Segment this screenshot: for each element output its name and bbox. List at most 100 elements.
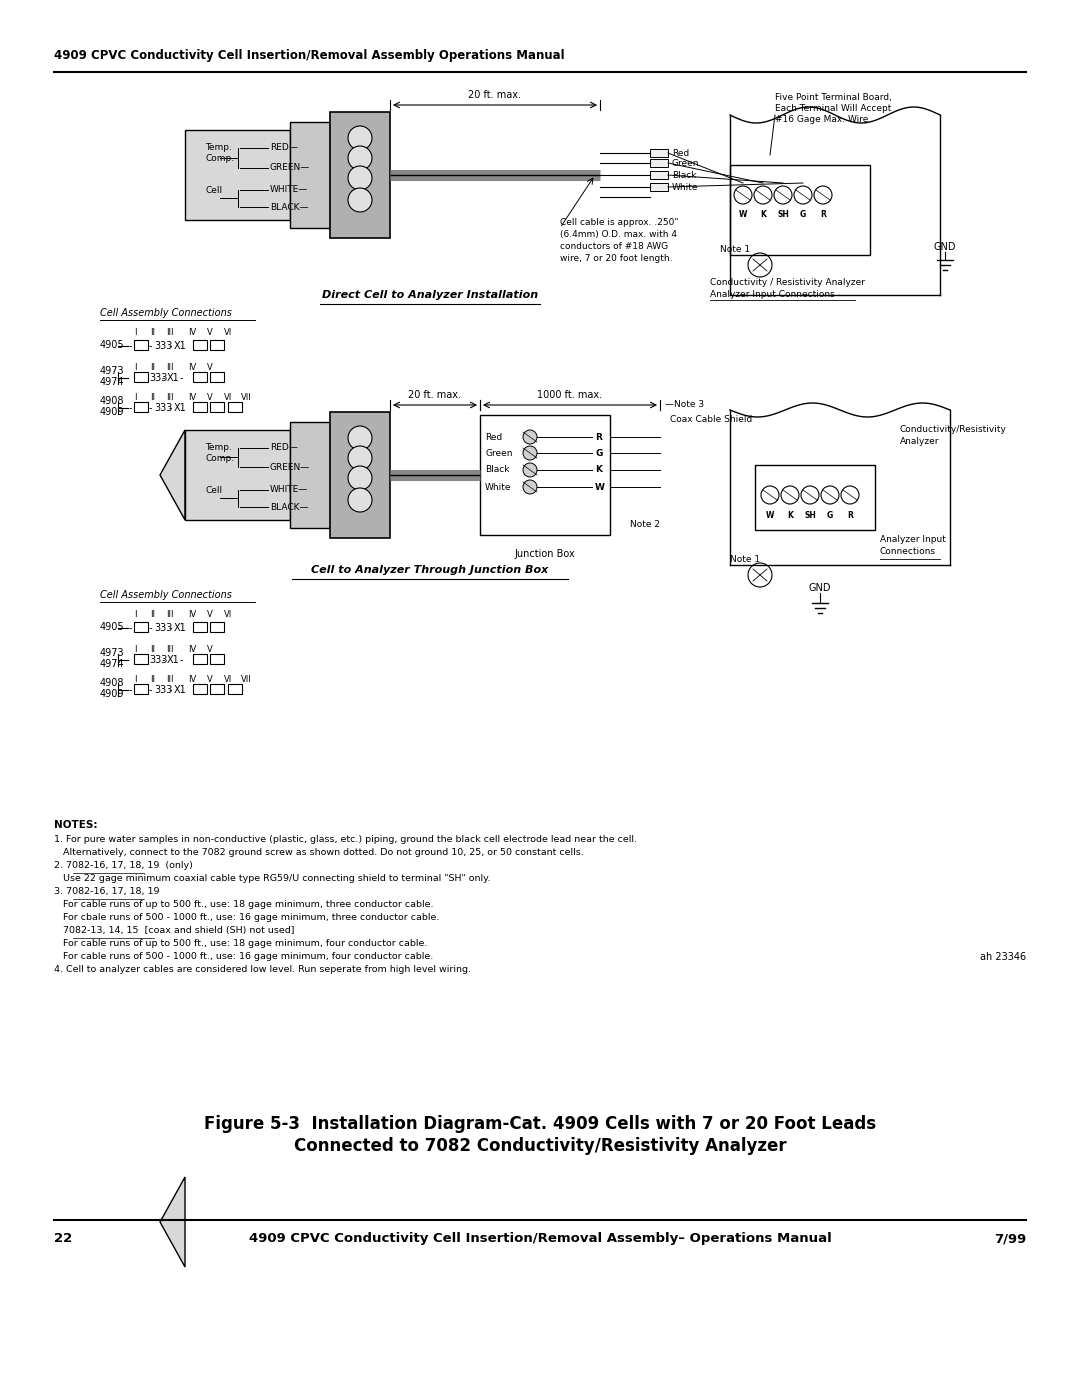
Bar: [193, 685, 207, 694]
Text: 4909: 4909: [100, 407, 124, 416]
Text: GND: GND: [934, 242, 956, 251]
Text: III: III: [166, 363, 174, 372]
Text: 4973: 4973: [100, 648, 124, 658]
Text: -: -: [149, 341, 152, 351]
Circle shape: [348, 166, 372, 190]
Text: R: R: [595, 433, 602, 441]
Bar: [134, 402, 148, 412]
Text: Cell: Cell: [205, 486, 222, 495]
Text: Cell to Analyzer Through Junction Box: Cell to Analyzer Through Junction Box: [311, 564, 549, 576]
Text: Connected to 7082 Conductivity/Resistivity Analyzer: Connected to 7082 Conductivity/Resistivi…: [294, 1137, 786, 1155]
Text: 4908: 4908: [100, 395, 124, 407]
Text: Analyzer Input Connections: Analyzer Input Connections: [710, 291, 835, 299]
Text: VII: VII: [241, 393, 252, 402]
Text: Analyzer: Analyzer: [900, 437, 940, 446]
Text: III: III: [166, 393, 174, 402]
Circle shape: [348, 488, 372, 511]
Text: III: III: [166, 328, 174, 337]
Text: VI: VI: [224, 328, 232, 337]
Text: 333: 333: [154, 685, 173, 694]
Bar: [193, 402, 207, 412]
Circle shape: [348, 426, 372, 450]
Text: Alternatively, connect to the 7082 ground screw as shown dotted. Do not ground 1: Alternatively, connect to the 7082 groun…: [54, 848, 584, 856]
Text: III: III: [166, 610, 174, 619]
Text: II: II: [150, 610, 156, 619]
Text: IV: IV: [188, 610, 197, 619]
Text: Cell Assembly Connections: Cell Assembly Connections: [100, 307, 232, 319]
Text: VI: VI: [224, 393, 232, 402]
Text: 22: 22: [54, 1232, 72, 1245]
Text: -: -: [168, 402, 173, 414]
Bar: [228, 685, 242, 694]
Text: 4974: 4974: [100, 659, 124, 669]
Text: W: W: [595, 482, 605, 492]
Text: W: W: [766, 511, 774, 520]
Bar: [134, 654, 148, 664]
Bar: [210, 402, 224, 412]
Text: VI: VI: [224, 610, 232, 619]
Text: IV: IV: [188, 645, 197, 654]
Text: Temp.: Temp.: [205, 142, 232, 152]
Bar: [134, 339, 148, 351]
Bar: [650, 183, 669, 191]
Text: White: White: [485, 482, 512, 492]
Text: K: K: [760, 210, 766, 219]
Text: —Note 3: —Note 3: [665, 400, 704, 409]
Text: 333: 333: [154, 341, 173, 351]
Text: II: II: [150, 393, 156, 402]
Text: GREEN—: GREEN—: [270, 462, 310, 472]
Circle shape: [523, 446, 537, 460]
Text: K: K: [595, 465, 602, 475]
Text: K: K: [787, 511, 793, 520]
Bar: [755, 465, 875, 529]
Bar: [291, 422, 330, 528]
Text: Note 1: Note 1: [720, 244, 751, 254]
Text: 2. 7082-16, 17, 18, 19  (only): 2. 7082-16, 17, 18, 19 (only): [54, 861, 193, 870]
Text: X1: X1: [174, 402, 187, 414]
Text: BLACK—: BLACK—: [270, 503, 309, 511]
Circle shape: [523, 462, 537, 476]
Text: V: V: [207, 328, 213, 337]
Text: I: I: [134, 610, 136, 619]
Text: WHITE—: WHITE—: [270, 186, 308, 194]
Text: Coax Cable Shield: Coax Cable Shield: [670, 415, 753, 425]
Text: Junction Box: Junction Box: [515, 549, 576, 559]
Text: 333: 333: [149, 655, 167, 665]
Bar: [193, 339, 207, 351]
Text: 4905: 4905: [100, 622, 124, 631]
Text: GND: GND: [809, 583, 832, 592]
Text: Direct Cell to Analyzer Installation: Direct Cell to Analyzer Installation: [322, 291, 538, 300]
Text: 4909 CPVC Conductivity Cell Insertion/Removal Assembly– Operations Manual: 4909 CPVC Conductivity Cell Insertion/Re…: [248, 1232, 832, 1245]
Text: -: -: [168, 341, 173, 351]
Bar: [210, 654, 224, 664]
Text: 333: 333: [154, 623, 173, 633]
Text: I: I: [134, 363, 136, 372]
Text: -: -: [168, 685, 173, 694]
Text: 333: 333: [154, 402, 173, 414]
Text: 4973: 4973: [100, 366, 124, 376]
Bar: [193, 622, 207, 631]
Circle shape: [523, 430, 537, 444]
Circle shape: [348, 189, 372, 212]
Text: VI: VI: [224, 675, 232, 685]
Text: V: V: [207, 645, 213, 654]
Text: BLACK—: BLACK—: [270, 203, 309, 211]
Text: X1: X1: [174, 623, 187, 633]
Text: 7/99: 7/99: [994, 1232, 1026, 1245]
Text: -: -: [180, 373, 184, 383]
Text: Note 1: Note 1: [730, 555, 760, 564]
Bar: [650, 170, 669, 179]
Text: II: II: [150, 363, 156, 372]
Text: For cbale runs of 500 - 1000 ft., use: 16 gage minimum, three conductor cable.: For cbale runs of 500 - 1000 ft., use: 1…: [54, 914, 440, 922]
Bar: [330, 112, 390, 237]
Text: -: -: [180, 655, 184, 665]
Text: Comp.: Comp.: [205, 454, 234, 462]
Text: I: I: [134, 645, 136, 654]
Text: W: W: [739, 210, 747, 219]
Text: Five Point Terminal Board,: Five Point Terminal Board,: [775, 94, 892, 102]
Text: Green: Green: [672, 158, 700, 168]
Bar: [650, 159, 669, 168]
Text: Conductivity / Resistivity Analyzer: Conductivity / Resistivity Analyzer: [710, 278, 865, 286]
Text: Note 2: Note 2: [630, 520, 660, 529]
Text: VII: VII: [241, 675, 252, 685]
